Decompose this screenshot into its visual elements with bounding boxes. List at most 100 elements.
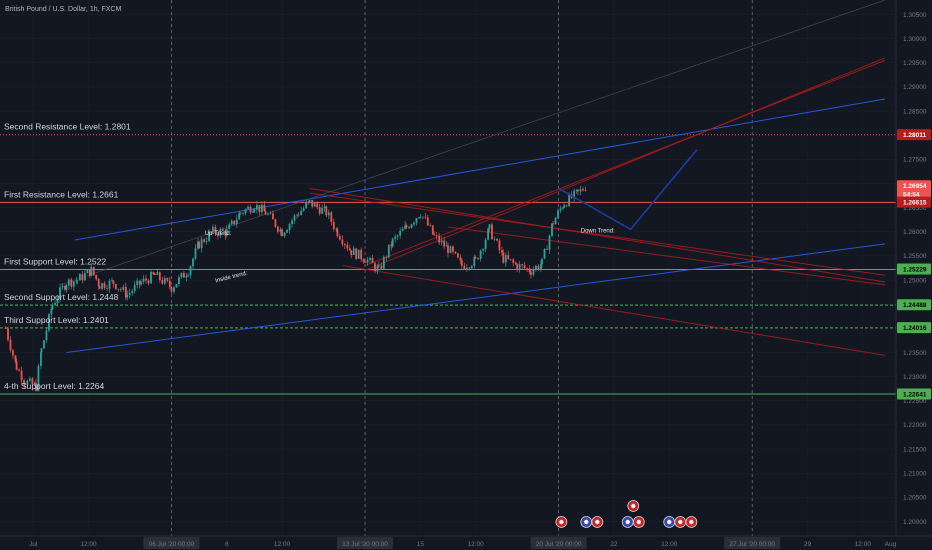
candle-body [12, 350, 14, 356]
time-tick-label: 12:00 [661, 541, 678, 548]
candle-body [514, 262, 517, 265]
candle-body [399, 230, 402, 236]
candle-body [582, 189, 584, 191]
candle-body [311, 200, 314, 207]
candle-body [235, 219, 238, 225]
candle-body [212, 226, 214, 233]
candle-body [371, 257, 374, 264]
time-tick-label: 12:00 [274, 541, 291, 548]
candle-body [244, 209, 247, 214]
candle-body [67, 279, 70, 286]
event-flag-dot-icon [689, 519, 694, 525]
price-tick-label: 1.30000 [903, 36, 927, 43]
candle-body [138, 280, 141, 285]
candle-body [15, 361, 18, 370]
candle-body [501, 250, 503, 253]
candle-body [260, 204, 263, 213]
candle-body [526, 268, 528, 269]
price-tag-support [897, 388, 931, 400]
candle-body [183, 272, 185, 278]
candle-body [360, 249, 363, 260]
candle-body [23, 384, 26, 385]
event-flag-uk-icon[interactable] [674, 516, 687, 528]
candle-body [108, 280, 111, 289]
candle-body [532, 269, 535, 275]
candle-body [535, 265, 537, 270]
candle-body [112, 280, 115, 284]
annotation-label: Down Trend: [581, 228, 615, 234]
event-flag-us-icon[interactable] [663, 516, 676, 528]
candle-body [415, 218, 418, 223]
annotation-label: Up-Trend: [205, 231, 232, 237]
candle-body [111, 280, 113, 282]
price-tick-label: 1.22000 [903, 422, 927, 429]
time-axis[interactable] [0, 536, 932, 550]
candle-body [377, 265, 380, 267]
candle-body [460, 260, 463, 266]
price-tick-label: 1.25000 [903, 277, 927, 284]
candle-body [145, 278, 147, 281]
candle-body [568, 194, 571, 207]
candle-body [9, 339, 12, 351]
candle-body [56, 298, 59, 304]
price-tick-label: 1.20000 [903, 519, 927, 526]
candle-body [457, 253, 459, 258]
event-flag-uk-icon[interactable] [627, 500, 640, 512]
candle-body [54, 303, 56, 305]
candle-body [362, 259, 365, 262]
candle-body [288, 224, 291, 231]
event-flag-us-icon[interactable] [621, 516, 634, 528]
candle-body [496, 238, 498, 241]
candle-body [79, 274, 81, 281]
candle-body [357, 249, 360, 259]
candle-body [293, 215, 296, 221]
candle-body [152, 272, 155, 275]
projected-move [558, 149, 698, 231]
candle-body [272, 213, 274, 220]
candle-body [518, 264, 521, 270]
event-flag-us-icon[interactable] [580, 516, 593, 528]
candle-body [7, 328, 9, 340]
candle-body [142, 278, 145, 282]
level-lines [0, 134, 896, 395]
candle-body [150, 272, 152, 284]
candle-body [247, 206, 249, 210]
candle-body [119, 288, 122, 290]
candle-body [445, 245, 448, 247]
candle-body [509, 259, 512, 260]
level-label: First Support Level: 1.2522 [4, 256, 106, 266]
level-label: First Resistance Level: 1.2661 [4, 189, 119, 199]
candle-body [302, 208, 305, 211]
candle-body [180, 272, 183, 278]
event-flag-uk-icon[interactable] [591, 516, 604, 528]
candle-body [579, 189, 582, 192]
price-tick-label: 1.26000 [903, 229, 927, 236]
candle-body [106, 288, 108, 289]
candle-body [429, 225, 432, 227]
candle-body [253, 209, 256, 212]
price-tick-label: 1.30500 [903, 12, 927, 19]
event-flag-dot-icon [636, 519, 642, 525]
event-flag-uk-icon[interactable] [555, 516, 568, 528]
candle-body [4, 328, 7, 329]
candle-body [166, 278, 169, 281]
time-axis-ticks: Jul 12:00 06 Jul '20 00:00 8 12:00 13 Jul '20… [29, 537, 897, 549]
event-flag-uk-icon[interactable] [632, 516, 645, 528]
candle-body [350, 250, 353, 255]
candle-body [507, 255, 510, 260]
candle-body [584, 190, 587, 192]
candle-body [487, 228, 489, 240]
candle-body [316, 203, 319, 208]
candle-body [468, 267, 471, 269]
candle-body [274, 219, 277, 227]
price-tick-label: 1.29500 [903, 60, 927, 67]
trendline-up-trend-lower [66, 243, 886, 354]
candle-body [308, 200, 311, 202]
candle-body [419, 216, 422, 218]
candle-body [228, 224, 231, 230]
event-flag-uk-icon[interactable] [685, 516, 698, 528]
candle-body [192, 258, 194, 267]
candle-body [70, 279, 73, 287]
price-axis-ticks: 1.30500 1.30000 1.29500 1.29000 1.28500 1.275… [903, 12, 927, 526]
